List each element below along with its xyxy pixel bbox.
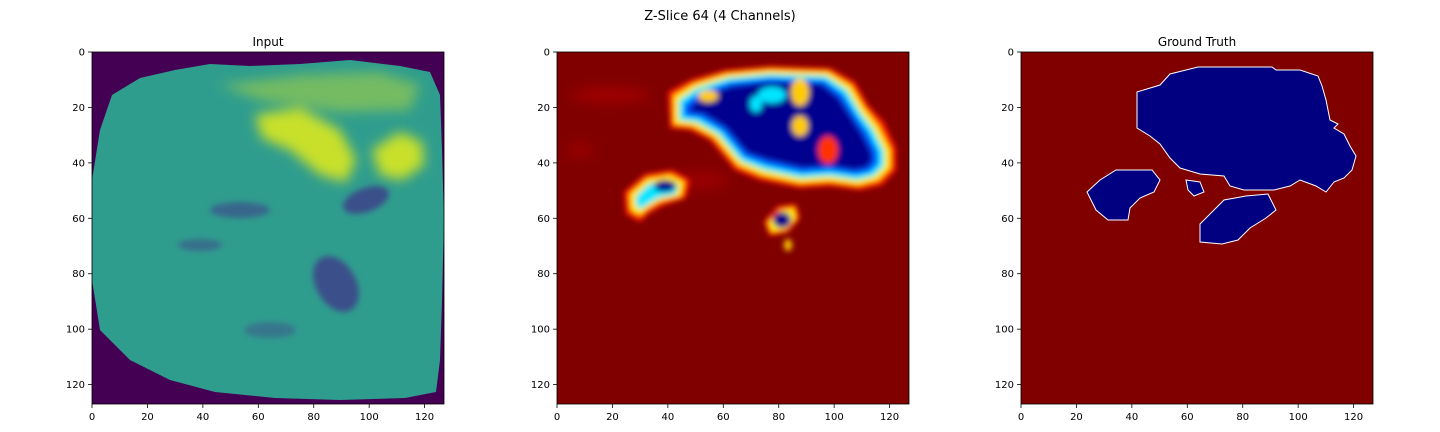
panel-ground-truth-axes: 0 20 40 60 80 100 120 0 20 40 60 80 100 120 xyxy=(995,48,1363,424)
y-tick-label: 120 xyxy=(531,380,550,391)
x-tick-label: 100 xyxy=(825,412,844,423)
x-tick-label: 40 xyxy=(1125,412,1138,423)
y-tick-label: 80 xyxy=(537,269,550,280)
y-tick-label: 60 xyxy=(72,214,85,225)
panel-input: Input 0 20 40 60 80 100 120 0 20 40 60 80 100 120 xyxy=(66,35,445,424)
y-tick-label: 20 xyxy=(1001,103,1014,114)
y-tick-label: 120 xyxy=(995,380,1014,391)
bright-lesion-right xyxy=(372,132,424,180)
x-tick-label: 0 xyxy=(554,412,560,423)
y-tick-label: 100 xyxy=(531,325,550,336)
y-tick-label: 20 xyxy=(537,103,550,114)
x-tick-label: 120 xyxy=(880,412,899,423)
ground-truth-region-left xyxy=(1086,169,1161,221)
prediction-region-main xyxy=(668,66,896,190)
dark-ventricle-1 xyxy=(343,186,389,214)
x-tick-label: 60 xyxy=(717,412,730,423)
ground-truth-region-lower xyxy=(1199,193,1277,245)
x-tick-label: 100 xyxy=(360,412,379,423)
prediction-region-lower xyxy=(764,204,800,251)
y-tick-label: 40 xyxy=(72,158,85,169)
ground-truth-region-main xyxy=(1136,66,1357,193)
brain-tissue xyxy=(92,60,444,400)
y-tick-label: 100 xyxy=(995,325,1014,336)
x-tick-label: 80 xyxy=(1236,412,1249,423)
y-tick-label: 120 xyxy=(66,380,85,391)
figure-suptitle: Z-Slice 64 (4 Channels) xyxy=(644,9,796,24)
panel-prediction: 0 20 40 60 80 100 120 0 20 40 60 80 100 120 xyxy=(531,48,910,424)
panel-input-axes: 0 20 40 60 80 100 120 0 20 40 60 80 100 120 xyxy=(66,48,434,424)
x-tick-label: 0 xyxy=(1018,412,1024,423)
panel-prediction-axes: 0 20 40 60 80 100 120 0 20 40 60 80 100 120 xyxy=(531,48,899,424)
upper-bright-band xyxy=(220,72,420,112)
y-tick-label: 40 xyxy=(537,158,550,169)
x-tick-label: 0 xyxy=(89,412,95,423)
panel-prediction-frame xyxy=(556,51,910,405)
y-tick-label: 40 xyxy=(1001,158,1014,169)
dark-ventricle-2 xyxy=(313,256,359,312)
panel-input-title: Input xyxy=(252,35,283,49)
y-tick-label: 0 xyxy=(1008,48,1014,59)
y-tick-label: 20 xyxy=(72,103,85,114)
y-tick-label: 60 xyxy=(537,214,550,225)
dark-sulcus-3 xyxy=(244,322,296,338)
x-tick-label: 120 xyxy=(415,412,434,423)
x-tick-label: 40 xyxy=(196,412,209,423)
panel-ground-truth: Ground Truth 0 20 40 60 80 100 120 0 20 40 60 80 100… xyxy=(995,35,1374,424)
y-tick-label: 0 xyxy=(544,48,550,59)
x-tick-label: 20 xyxy=(606,412,619,423)
y-tick-label: 100 xyxy=(66,325,85,336)
panel-ground-truth-frame xyxy=(1020,51,1374,405)
y-tick-label: 80 xyxy=(72,269,85,280)
dark-sulcus-2 xyxy=(178,239,222,251)
panel-input-frame xyxy=(91,51,445,405)
panel-ground-truth-title: Ground Truth xyxy=(1158,35,1236,49)
x-tick-label: 60 xyxy=(252,412,265,423)
x-tick-label: 80 xyxy=(772,412,785,423)
x-tick-label: 20 xyxy=(141,412,154,423)
ground-truth-region-small xyxy=(1185,179,1205,197)
y-tick-label: 0 xyxy=(79,48,85,59)
x-tick-label: 120 xyxy=(1344,412,1363,423)
bright-lesion-left xyxy=(255,108,356,182)
x-tick-label: 40 xyxy=(661,412,674,423)
x-tick-label: 20 xyxy=(1070,412,1083,423)
x-tick-label: 80 xyxy=(307,412,320,423)
y-tick-label: 80 xyxy=(1001,269,1014,280)
dark-sulcus-1 xyxy=(210,202,270,218)
x-tick-label: 100 xyxy=(1289,412,1308,423)
prediction-region-left xyxy=(624,170,690,222)
x-tick-label: 60 xyxy=(1181,412,1194,423)
y-tick-label: 60 xyxy=(1001,214,1014,225)
